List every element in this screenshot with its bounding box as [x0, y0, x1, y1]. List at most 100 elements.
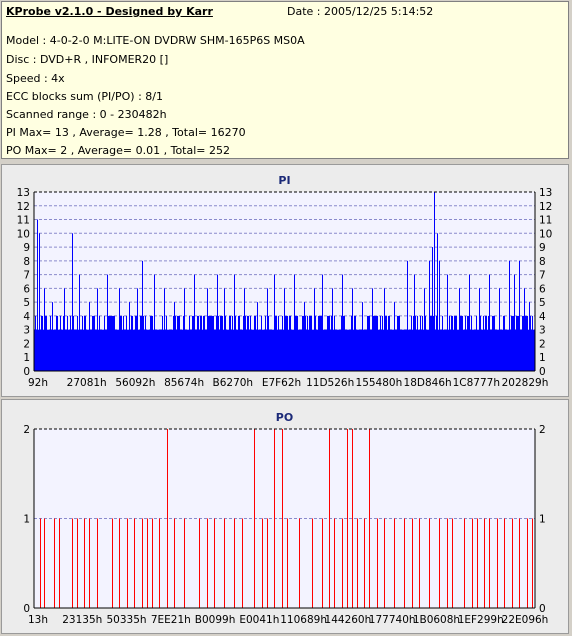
pi-bar [146, 329, 147, 371]
pi-bar [211, 315, 212, 371]
pi-bar [411, 315, 412, 371]
pi-bar [237, 329, 238, 371]
po-summary-line: PO Max= 2 , Average= 0.01 , Total= 252 [6, 144, 230, 157]
pi-bar [160, 329, 161, 371]
pi-bar [431, 315, 432, 371]
pi-x-tick-label: 202829h [502, 377, 549, 389]
pi-bar [311, 315, 312, 371]
pi-bar [243, 315, 244, 371]
pi-bar [213, 315, 214, 371]
pi-bar [129, 302, 130, 371]
po-bar [472, 518, 473, 608]
pi-y-tick-right: 8 [539, 256, 546, 268]
pi-bar [138, 329, 139, 371]
pi-bar [273, 329, 274, 371]
pi-bar [487, 329, 488, 371]
pi-bar [373, 315, 374, 371]
pi-bar [201, 315, 202, 371]
pi-bar [370, 329, 371, 371]
pi-bar [520, 329, 521, 371]
pi-bar [231, 329, 232, 371]
pi-bar [85, 315, 86, 371]
pi-x-tick-label: 18D846h [404, 377, 452, 389]
pi-bar [440, 329, 441, 371]
pi-bar [301, 329, 302, 371]
pi-bar [104, 315, 105, 371]
pi-bar [335, 329, 336, 371]
pi-bar [320, 315, 321, 371]
pi-bar [151, 315, 152, 371]
po-y-tick-left: 0 [23, 603, 30, 615]
pi-bar [51, 329, 52, 371]
pi-bar [466, 329, 467, 371]
pi-bar [442, 315, 443, 371]
pi-y-tick-right: 0 [539, 366, 546, 378]
po-bar [394, 518, 395, 608]
pi-bar [101, 329, 102, 371]
pi-bar [360, 329, 361, 371]
pi-bar [248, 315, 249, 371]
pi-bar [69, 329, 70, 371]
pi-bar [430, 315, 431, 371]
pi-bar [325, 329, 326, 371]
pi-bar [214, 329, 215, 371]
po-bar [159, 518, 160, 608]
pi-bar [529, 302, 530, 371]
pi-bar [504, 315, 505, 371]
po-bar [207, 518, 208, 608]
po-chart-panel: 0 0 1 1 2 2 13h 23135h 50335h 7EE21h B0099h E0041h 1… [1, 399, 569, 634]
pi-bar [255, 315, 256, 371]
pi-bar [485, 315, 486, 371]
pi-bar [531, 329, 532, 371]
po-bar [447, 518, 448, 608]
po-bar [44, 518, 45, 608]
pi-y-tick-left: 0 [23, 366, 30, 378]
pi-x-tick-label: 56092h [115, 377, 155, 389]
po-bar [267, 518, 268, 608]
pi-bar [353, 329, 354, 371]
pi-bar [119, 288, 120, 371]
pi-bar [506, 329, 507, 371]
pi-bar [120, 315, 121, 371]
pi-bar [397, 315, 398, 371]
pi-bar [150, 315, 151, 371]
pi-bar [67, 315, 68, 371]
po-bar [519, 518, 520, 608]
pi-bar [511, 315, 512, 371]
pi-bar [142, 260, 143, 371]
po-x-tick-label: E0041h [239, 614, 279, 626]
pi-bar [399, 315, 400, 371]
pi-y-tick-right: 10 [539, 228, 552, 240]
pi-bar [283, 329, 284, 371]
pi-bar [56, 315, 57, 371]
pi-bar [117, 329, 118, 371]
po-x-tick-label: 22E096h [502, 614, 549, 626]
pi-bar [245, 315, 246, 371]
pi-bar [144, 329, 145, 371]
pi-y-tick-left: 10 [17, 228, 30, 240]
pi-bar [164, 288, 165, 371]
pi-bar [205, 329, 206, 371]
pi-bar [57, 315, 58, 371]
pi-bar [468, 315, 469, 371]
pi-bar [446, 329, 447, 371]
pi-bar [220, 315, 221, 371]
pi-bar [445, 329, 446, 371]
pi-bar [210, 315, 211, 371]
pi-bar [86, 329, 87, 371]
pi-bar [118, 329, 119, 371]
pi-bar [398, 315, 399, 371]
pi-bar [74, 329, 75, 371]
pi-bar [424, 288, 425, 371]
pi-bar [349, 329, 350, 371]
pi-bar [354, 315, 355, 371]
pi-y-tick-left: 11 [17, 215, 30, 227]
pi-bar [527, 315, 528, 371]
pi-bar [333, 329, 334, 371]
pi-bar [309, 315, 310, 371]
ecc-line: ECC blocks sum (PI/PO) : 8/1 [6, 90, 163, 103]
pi-bar [432, 247, 433, 371]
pi-bar [296, 315, 297, 371]
pi-bar [383, 329, 384, 371]
